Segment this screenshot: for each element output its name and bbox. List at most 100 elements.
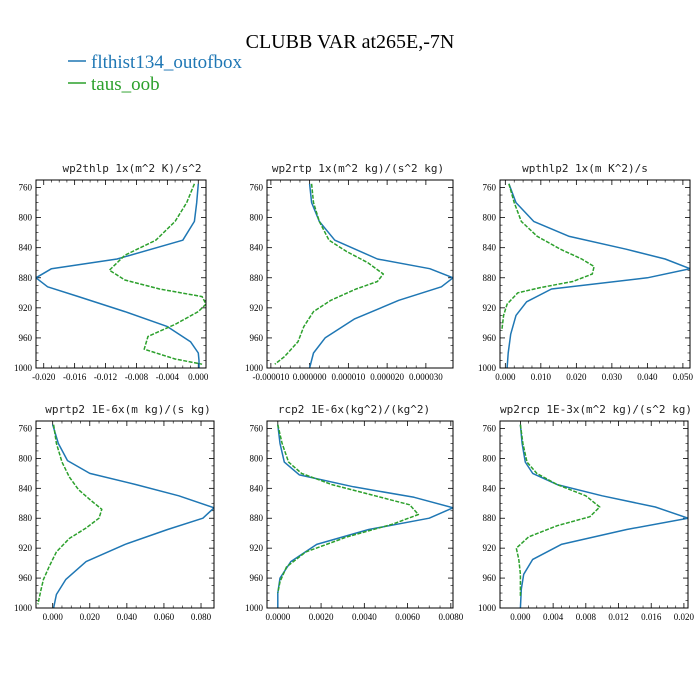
x-tick-label: 0.000000 bbox=[293, 372, 327, 382]
x-tick-label: -0.020 bbox=[32, 372, 56, 382]
x-tick-label: 0.004 bbox=[543, 612, 564, 622]
y-tick-label: 960 bbox=[19, 573, 33, 583]
figure-title: CLUBB VAR at265E,-7N bbox=[246, 31, 455, 53]
series-line-flthist134-outofbox bbox=[519, 424, 688, 608]
panel-title: rcp2 1E-6x(kg^2)/(kg^2) bbox=[278, 403, 430, 416]
x-tick-label: -0.004 bbox=[156, 372, 180, 382]
series-line-taus-oob bbox=[274, 183, 385, 365]
x-tick-label: 0.080 bbox=[191, 612, 212, 622]
y-tick-label: 920 bbox=[483, 543, 497, 553]
x-tick-label: -0.016 bbox=[63, 372, 87, 382]
series-line-taus-oob bbox=[108, 183, 206, 365]
x-tick-label: 0.0080 bbox=[438, 612, 463, 622]
y-tick-label: 920 bbox=[250, 303, 264, 313]
y-tick-label: 840 bbox=[483, 243, 497, 253]
y-tick-label: 1000 bbox=[14, 603, 33, 613]
panel-2: wp2rtp 1x(m^2 kg)/(s^2 kg) 760 800 840 880 92… bbox=[245, 162, 454, 382]
x-tick-label: -0.012 bbox=[94, 372, 117, 382]
y-tick-label: 880 bbox=[250, 513, 264, 523]
x-tick-label: 0.0000 bbox=[265, 612, 290, 622]
x-tick-label: 0.000 bbox=[43, 612, 64, 622]
y-tick-label: 960 bbox=[19, 333, 33, 343]
series-line-flthist134-outofbox bbox=[51, 424, 214, 608]
panel-1: wp2thlp 1x(m^2 K)/s^2 760 800 840 880 920 960 1… bbox=[14, 162, 209, 382]
panel-title: wp2thlp 1x(m^2 K)/s^2 bbox=[62, 162, 201, 175]
y-tick-label: 760 bbox=[250, 423, 264, 433]
x-tick-label: 0.000020 bbox=[370, 372, 404, 382]
panels: wp2thlp 1x(m^2 K)/s^2 760 800 840 880 920 960 1… bbox=[14, 162, 695, 622]
x-tick-label: 0.016 bbox=[641, 612, 662, 622]
y-tick-label: 880 bbox=[250, 273, 264, 283]
y-tick-label: 760 bbox=[483, 423, 497, 433]
panel-title: wpthlp2 1x(m K^2)/s bbox=[522, 162, 648, 175]
x-tick-label: 0.012 bbox=[608, 612, 628, 622]
x-tick-label: 0.0060 bbox=[395, 612, 420, 622]
y-tick-label: 800 bbox=[19, 453, 33, 463]
y-tick-label: 880 bbox=[19, 513, 33, 523]
x-tick-label: 0.020 bbox=[674, 612, 695, 622]
series-line-flthist134-outofbox bbox=[277, 424, 453, 608]
plot-frame bbox=[266, 420, 454, 609]
series-line-flthist134-outofbox bbox=[506, 183, 690, 368]
x-tick-label: 0.030 bbox=[602, 372, 623, 382]
plot-frame bbox=[35, 179, 207, 369]
y-tick-label: 760 bbox=[19, 423, 33, 433]
y-tick-label: 800 bbox=[483, 453, 497, 463]
x-tick-label: 0.010 bbox=[531, 372, 552, 382]
y-tick-label: 1000 bbox=[14, 363, 33, 373]
plot-frame bbox=[35, 420, 215, 609]
y-tick-label: 760 bbox=[483, 183, 497, 193]
x-tick-label: 0.000 bbox=[188, 372, 209, 382]
x-tick-label: 0.0020 bbox=[309, 612, 334, 622]
panel-title: wp2rcp 1E-3x(m^2 kg)/(s^2 kg) bbox=[500, 403, 692, 416]
y-tick-label: 840 bbox=[483, 483, 497, 493]
y-tick-label: 880 bbox=[19, 273, 33, 283]
y-tick-label: 760 bbox=[250, 183, 264, 193]
plot-frame bbox=[499, 179, 691, 369]
y-tick-label: 1000 bbox=[245, 603, 264, 613]
y-tick-label: 800 bbox=[250, 453, 264, 463]
series-line-taus-oob bbox=[501, 183, 595, 331]
y-tick-label: 840 bbox=[19, 243, 33, 253]
legend-label-1: taus_oob bbox=[91, 74, 160, 95]
y-tick-label: 920 bbox=[19, 543, 33, 553]
x-tick-label: 0.050 bbox=[673, 372, 694, 382]
panel-title: wprtp2 1E-6x(m kg)/(s kg) bbox=[45, 403, 211, 416]
x-tick-label: 0.0040 bbox=[352, 612, 377, 622]
x-tick-label: 0.000030 bbox=[409, 372, 443, 382]
panel-6: wp2rcp 1E-3x(m^2 kg)/(s^2 kg)760 800 840 88… bbox=[478, 403, 695, 622]
x-tick-label: 0.040 bbox=[637, 372, 658, 382]
y-tick-label: 920 bbox=[19, 303, 33, 313]
plot-frame bbox=[499, 420, 689, 609]
y-tick-label: 840 bbox=[250, 243, 264, 253]
x-tick-label: 0.000 bbox=[510, 612, 531, 622]
y-tick-label: 800 bbox=[483, 213, 497, 223]
y-tick-label: 1000 bbox=[245, 363, 264, 373]
panel-4: wprtp2 1E-6x(m kg)/(s kg) 760 800 840 880 920… bbox=[14, 403, 215, 622]
x-tick-label: 0.000 bbox=[495, 372, 516, 382]
series-line-taus-oob bbox=[277, 424, 420, 594]
x-tick-label: 0.008 bbox=[576, 612, 597, 622]
y-tick-label: 920 bbox=[483, 303, 497, 313]
y-tick-label: 840 bbox=[19, 483, 33, 493]
x-tick-label: 0.040 bbox=[117, 612, 138, 622]
y-tick-label: 1000 bbox=[478, 363, 497, 373]
y-tick-label: 800 bbox=[250, 213, 264, 223]
x-tick-label: 0.000010 bbox=[332, 372, 366, 382]
x-tick-label: -0.008 bbox=[125, 372, 149, 382]
x-tick-label: 0.020 bbox=[566, 372, 587, 382]
panel-3: wpthlp2 1x(m K^2)/s 760 800 840 880 920 960 100… bbox=[478, 162, 694, 382]
x-tick-label: 0.020 bbox=[80, 612, 101, 622]
x-tick-label: 0.060 bbox=[154, 612, 175, 622]
series-line-taus-oob bbox=[515, 424, 601, 597]
x-tick-label: -0.000010 bbox=[253, 372, 290, 382]
y-tick-label: 960 bbox=[483, 333, 497, 343]
y-tick-label: 760 bbox=[19, 183, 33, 193]
series-line-taus-oob bbox=[37, 424, 103, 605]
y-tick-label: 880 bbox=[483, 513, 497, 523]
y-tick-label: 880 bbox=[483, 273, 497, 283]
y-tick-label: 920 bbox=[250, 543, 264, 553]
y-tick-label: 960 bbox=[483, 573, 497, 583]
